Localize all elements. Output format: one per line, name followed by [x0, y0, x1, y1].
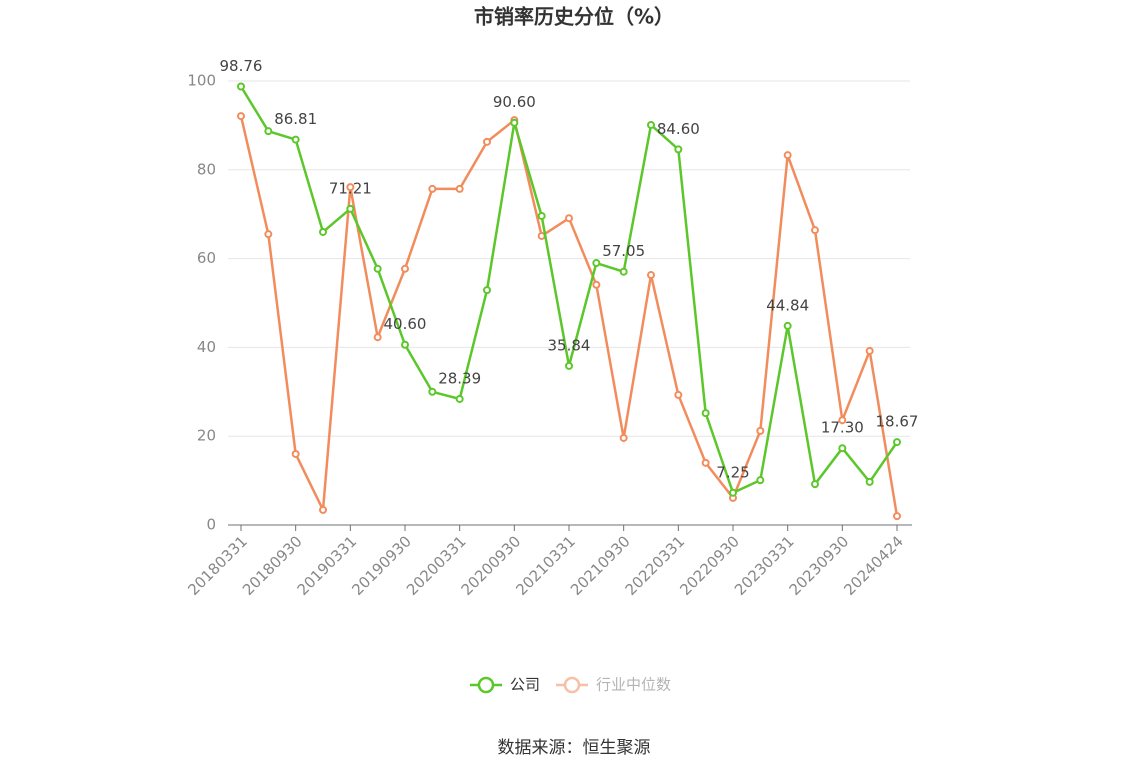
point	[893, 438, 901, 447]
point	[373, 333, 382, 342]
point	[237, 82, 245, 91]
x-tick-label: 20240424	[840, 532, 907, 599]
point	[647, 120, 655, 129]
point	[674, 390, 683, 399]
data-label: 7.25	[716, 463, 749, 481]
legend-item: 公司	[470, 676, 540, 694]
point	[756, 426, 765, 435]
y-tick-label: 0	[206, 516, 216, 534]
point	[838, 416, 847, 425]
data-label: 84.60	[657, 120, 700, 138]
legend-marker	[563, 676, 581, 694]
point	[346, 204, 355, 213]
point	[565, 361, 573, 370]
point	[428, 387, 437, 396]
point	[592, 259, 601, 268]
point	[893, 512, 901, 521]
legend-label: 公司	[510, 676, 540, 694]
point	[783, 321, 792, 330]
point	[811, 480, 819, 489]
point	[674, 145, 683, 154]
point	[291, 135, 300, 144]
point	[401, 264, 409, 273]
data-label: 17.30	[821, 419, 864, 437]
point	[811, 226, 819, 235]
legend-label: 行业中位数	[596, 676, 671, 694]
y-tick-label: 80	[197, 160, 216, 178]
point	[483, 137, 491, 146]
point	[401, 340, 409, 349]
point	[647, 271, 655, 280]
data-label: 18.67	[876, 413, 919, 431]
point	[729, 488, 737, 497]
data-label: 40.60	[384, 315, 427, 333]
point	[619, 433, 628, 442]
point	[373, 264, 382, 273]
point	[319, 227, 327, 236]
chart-title: 市销率历史分位（%）	[474, 5, 674, 29]
source: 数据来源：恒生聚源	[498, 738, 651, 758]
point	[264, 230, 273, 239]
point	[865, 477, 874, 486]
y-tick-label: 40	[197, 338, 216, 356]
data-label: 71.21	[329, 179, 372, 197]
point	[619, 267, 628, 276]
point	[537, 211, 546, 220]
y-tick-label: 60	[197, 249, 216, 267]
point	[483, 286, 491, 295]
point	[701, 458, 710, 467]
point	[455, 184, 464, 193]
point	[319, 505, 327, 514]
data-label: 57.05	[602, 242, 645, 260]
point	[455, 394, 464, 403]
point	[865, 346, 874, 355]
legend-marker	[477, 676, 495, 694]
point	[783, 151, 792, 160]
series-line	[239, 115, 899, 517]
data-label: 98.76	[220, 57, 263, 75]
point	[592, 280, 601, 289]
point	[237, 112, 245, 121]
point	[838, 444, 847, 453]
series-line	[239, 85, 899, 495]
data-label: 90.60	[493, 93, 536, 111]
point	[565, 214, 573, 223]
point	[701, 409, 710, 418]
point	[264, 127, 273, 136]
point	[428, 184, 437, 193]
data-label: 86.81	[274, 110, 317, 128]
data-label: 28.39	[438, 369, 481, 387]
point	[346, 183, 355, 192]
point	[756, 476, 765, 485]
point	[510, 118, 519, 127]
y-tick-label: 100	[187, 72, 216, 90]
legend-item: 行业中位数	[556, 676, 671, 694]
y-tick-label: 20	[197, 427, 216, 445]
point	[291, 449, 300, 458]
data-label: 44.84	[766, 296, 809, 314]
data-label: 35.84	[548, 336, 591, 354]
